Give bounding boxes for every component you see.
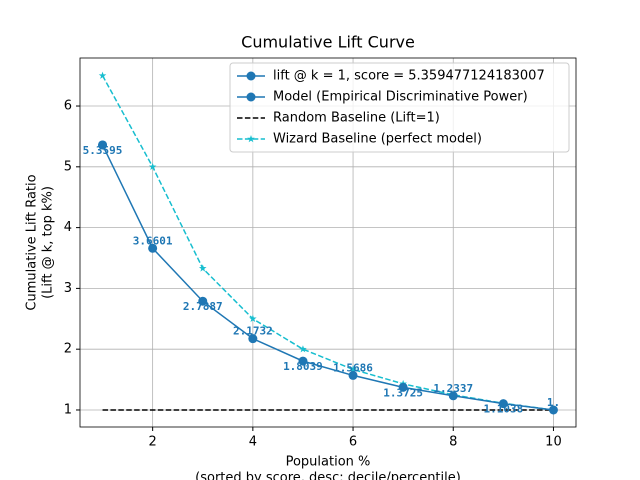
- x-tick-label: 8: [449, 435, 457, 450]
- data-point: [148, 243, 158, 253]
- y-axis-label: (Lift @ k, top k%): [41, 186, 56, 299]
- data-point: [299, 345, 307, 353]
- data-point: [349, 365, 357, 373]
- y-tick-label: 2: [64, 342, 72, 357]
- data-point: [249, 314, 257, 323]
- data-point: [198, 296, 208, 306]
- legend-label: lift @ k = 1, score = 5.359477124183007: [273, 69, 545, 84]
- x-axis-label: (sorted by score, desc; decile/percentil…: [195, 471, 461, 480]
- legend-label: Random Baseline (Lift=1): [273, 111, 440, 126]
- legend-marker: [246, 92, 256, 102]
- data-label: 2.1732: [233, 325, 273, 338]
- y-axis-label: Cumulative Lift Ratio: [25, 174, 40, 310]
- data-point: [98, 140, 108, 150]
- data-label: 1.8039: [283, 360, 323, 373]
- legend-marker: [246, 71, 256, 81]
- chart-title: Cumulative Lift Curve: [241, 33, 415, 52]
- data-point: [248, 334, 258, 344]
- y-tick-label: 3: [64, 281, 72, 296]
- data-label: 3.6601: [133, 234, 173, 247]
- legend-box: [229, 62, 570, 153]
- x-tick-label: 2: [149, 435, 157, 450]
- data-point: [498, 399, 508, 409]
- data-point: [448, 391, 458, 401]
- x-tick-label: 4: [249, 435, 257, 450]
- x-axis-label: Population %: [286, 455, 371, 470]
- data-label: 5.3595: [83, 144, 123, 157]
- data-point: [298, 356, 308, 366]
- data-point: [98, 71, 107, 79]
- data-label: 1.2337: [433, 382, 473, 395]
- y-tick-label: 6: [64, 99, 72, 114]
- data-point: [148, 162, 157, 171]
- y-tick-label: 4: [64, 220, 72, 235]
- series-line: [101, 144, 554, 411]
- data-point: [548, 405, 558, 415]
- y-tick-label: 1: [64, 402, 72, 417]
- legend-marker: [247, 135, 255, 143]
- data-label: 1.: [547, 396, 560, 409]
- plot-frame: [79, 57, 577, 428]
- data-label: 1.5686: [333, 361, 373, 374]
- x-tick-label: 6: [349, 435, 357, 450]
- data-label: 1.3725: [383, 386, 423, 399]
- legend-label: Model (Empirical Discriminative Power): [273, 90, 528, 105]
- data-point: [398, 382, 408, 392]
- data-point: [198, 264, 207, 272]
- legend-label: Wizard Baseline (perfect model): [273, 132, 482, 147]
- y-tick-label: 5: [64, 159, 72, 174]
- data-label: 2.7887: [183, 300, 223, 313]
- x-tick-label: 10: [545, 435, 562, 450]
- data-point: [348, 370, 358, 380]
- data-label: 1.1038: [483, 403, 523, 416]
